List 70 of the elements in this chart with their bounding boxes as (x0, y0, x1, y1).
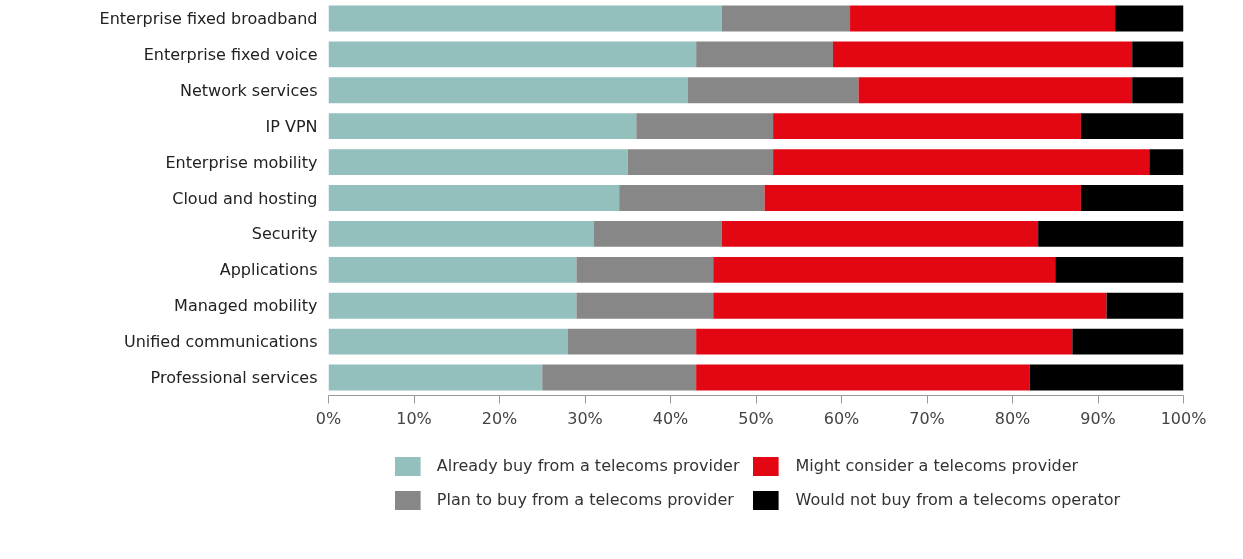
bar (593, 220, 722, 247)
bar (576, 256, 714, 283)
bar (773, 149, 1150, 176)
bar (1115, 5, 1184, 32)
y-tick-label: Enterprise fixed voice (143, 44, 318, 64)
bar (832, 41, 1133, 68)
legend-label: Plan to buy from a telecoms provider (436, 490, 734, 509)
bar (713, 292, 1107, 319)
bar (696, 41, 833, 68)
legend-label: Would not buy from a telecoms operator (795, 490, 1121, 509)
bar (328, 41, 697, 68)
bar (328, 113, 637, 140)
bar (764, 185, 1081, 211)
bar (1080, 185, 1184, 211)
bar (627, 149, 774, 176)
bar (858, 77, 1133, 104)
bar (713, 256, 1056, 283)
y-tick-label: Managed mobility (174, 296, 318, 316)
bar (328, 149, 628, 176)
bar (1055, 256, 1184, 283)
bar (328, 185, 620, 211)
bar (1029, 364, 1184, 391)
y-tick-label: Professional services (150, 368, 318, 388)
bar (850, 5, 1116, 32)
bar (687, 77, 859, 104)
y-tick-label: Security (251, 224, 318, 244)
bar (696, 328, 1073, 355)
bar (328, 328, 568, 355)
x-tick-label: 80% (994, 408, 1031, 428)
legend-label: Already buy from a telecoms provider (436, 456, 740, 475)
x-tick-label: 60% (823, 408, 860, 428)
bar (328, 292, 577, 319)
bar (576, 292, 714, 319)
x-tick-label: 50% (738, 408, 774, 428)
y-tick-label: Unified communications (123, 332, 318, 352)
bar (328, 5, 722, 32)
bar (328, 364, 543, 391)
bar (636, 113, 774, 140)
y-tick-label: Enterprise fixed broadband (99, 8, 318, 28)
y-tick-label: IP VPN (265, 116, 318, 136)
bar (696, 364, 1030, 391)
bar (1038, 220, 1184, 247)
x-tick-label: 30% (567, 408, 603, 428)
x-tick-label: 0% (315, 408, 342, 428)
bar (1106, 292, 1184, 319)
legend-label: Might consider a telecoms provider (795, 456, 1079, 475)
y-tick-label: Cloud and hosting (172, 188, 318, 208)
bar (721, 220, 1039, 247)
bar (1149, 149, 1184, 176)
y-tick-label: Network services (179, 80, 318, 100)
bar (1072, 328, 1184, 355)
bar (1132, 41, 1184, 68)
x-tick-label: 70% (909, 408, 945, 428)
x-tick-label: 100% (1160, 408, 1207, 428)
bar (619, 185, 765, 211)
x-tick-label: 20% (481, 408, 518, 428)
x-tick-label: 40% (652, 408, 689, 428)
bar (567, 328, 697, 355)
x-tick-label: 10% (396, 408, 432, 428)
bar (773, 113, 1081, 140)
bar (1132, 77, 1184, 104)
bar (1080, 113, 1184, 140)
bar (328, 220, 594, 247)
bar (542, 364, 697, 391)
bar (328, 256, 577, 283)
y-tick-label: Enterprise mobility (165, 152, 318, 172)
y-tick-label: Applications (219, 260, 318, 280)
x-tick-label: 90% (1080, 408, 1116, 428)
bar (721, 5, 851, 32)
bar (328, 77, 688, 104)
